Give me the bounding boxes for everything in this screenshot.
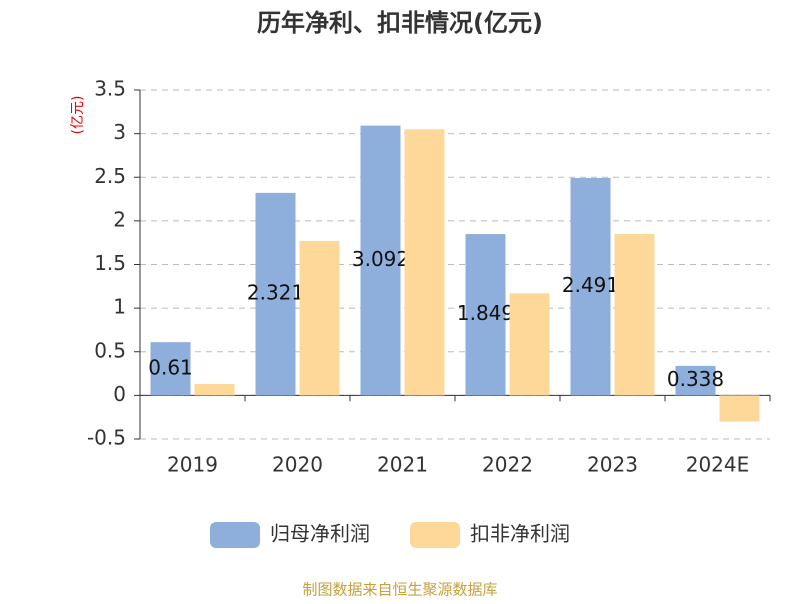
y-tick-label: 1 [113,295,126,319]
bar [465,234,506,396]
y-tick-label: 1.5 [94,251,126,275]
data-label: 0.338 [667,367,724,391]
y-tick-label: 2 [113,207,126,231]
x-tick-label: 2019 [167,453,218,477]
y-tick-label: 0 [113,382,126,406]
bar [570,178,611,396]
bar [509,293,550,396]
y-tick-label: 3 [113,120,126,144]
bar [194,384,235,396]
legend-label: 扣非净利润 [470,522,570,546]
x-tick-label: 2024E [686,453,750,477]
data-label: 2.491 [562,273,619,297]
data-label: 3.092 [352,247,409,271]
bar [150,342,191,396]
y-axis-label: (亿元) [70,96,86,135]
legend-swatch [210,522,260,548]
chart-title: 历年净利、扣非情况(亿元) [257,9,543,37]
source-note: 制图数据来自恒生聚源数据库 [302,581,497,599]
bar [614,233,655,396]
bar [255,192,296,396]
y-tick-label: 2.5 [94,164,126,188]
data-label: 0.61 [148,355,193,379]
bar [299,240,340,396]
bar [675,365,716,396]
y-tick-label: 0.5 [94,338,126,362]
legend-swatch [410,522,460,548]
legend-label: 归母净利润 [270,522,370,546]
y-tick-label: -0.5 [87,426,126,450]
y-tick-label: 3.5 [94,77,126,101]
bar [719,395,760,422]
x-tick-label: 2023 [587,453,638,477]
x-tick-label: 2021 [377,453,428,477]
data-label: 1.849 [457,301,514,325]
bar [404,129,445,396]
data-label: 2.321 [247,281,304,305]
bar [360,125,401,396]
x-tick-label: 2020 [272,453,323,477]
x-tick-label: 2022 [482,453,533,477]
